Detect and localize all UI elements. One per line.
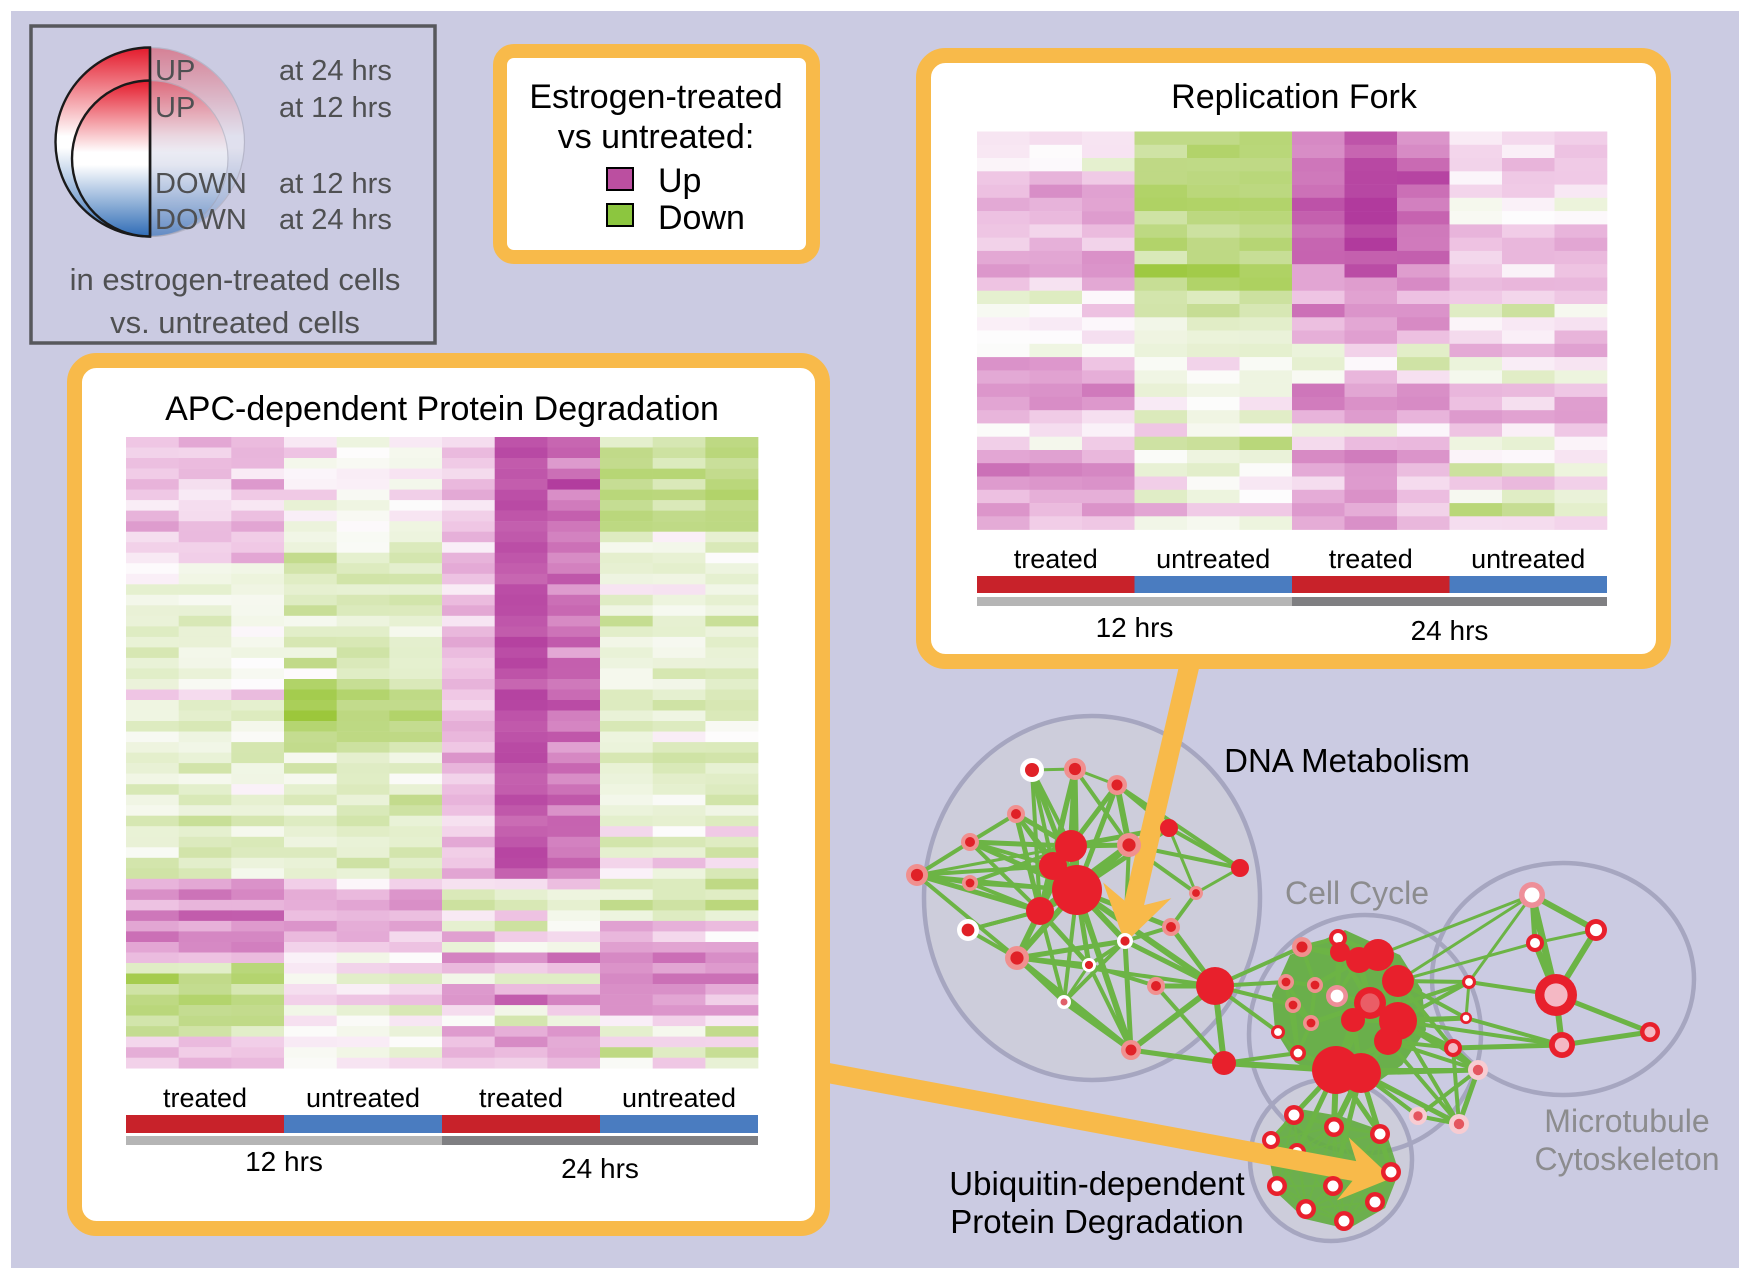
- svg-text:APC-dependent Protein Degradat: APC-dependent Protein Degradation: [165, 390, 719, 428]
- svg-text:untreated: untreated: [306, 1083, 420, 1113]
- svg-text:treated: treated: [163, 1083, 247, 1113]
- svg-text:UP: UP: [155, 92, 195, 124]
- svg-text:at 12 hrs: at 12 hrs: [279, 168, 392, 200]
- svg-text:untreated: untreated: [1156, 544, 1270, 574]
- svg-text:Protein Degradation: Protein Degradation: [950, 1203, 1244, 1240]
- svg-text:Estrogen-treated: Estrogen-treated: [529, 78, 782, 116]
- svg-text:vs untreated:: vs untreated:: [558, 118, 755, 156]
- svg-text:treated: treated: [1014, 544, 1098, 574]
- svg-text:at 12 hrs: at 12 hrs: [279, 92, 392, 124]
- svg-text:Replication Fork: Replication Fork: [1171, 78, 1418, 116]
- svg-text:untreated: untreated: [622, 1083, 736, 1113]
- svg-text:Microtubule: Microtubule: [1544, 1103, 1709, 1139]
- svg-text:treated: treated: [1329, 544, 1413, 574]
- svg-text:Cell Cycle: Cell Cycle: [1285, 875, 1429, 911]
- svg-text:untreated: untreated: [1471, 544, 1585, 574]
- svg-text:vs. untreated cells: vs. untreated cells: [110, 305, 360, 340]
- svg-text:DNA Metabolism: DNA Metabolism: [1224, 742, 1470, 779]
- svg-text:at 24 hrs: at 24 hrs: [279, 204, 392, 236]
- svg-text:Down: Down: [658, 199, 745, 237]
- svg-text:Cytoskeleton: Cytoskeleton: [1535, 1141, 1720, 1177]
- svg-text:24 hrs: 24 hrs: [561, 1153, 639, 1184]
- svg-text:12 hrs: 12 hrs: [1096, 612, 1174, 643]
- svg-text:in estrogen-treated cells: in estrogen-treated cells: [70, 262, 401, 297]
- svg-text:12 hrs: 12 hrs: [245, 1146, 323, 1177]
- svg-text:at 24 hrs: at 24 hrs: [279, 55, 392, 87]
- svg-text:24 hrs: 24 hrs: [1411, 615, 1489, 646]
- svg-text:UP: UP: [155, 55, 195, 87]
- svg-text:Ubiquitin-dependent: Ubiquitin-dependent: [949, 1165, 1244, 1202]
- svg-text:DOWN: DOWN: [155, 204, 247, 236]
- svg-text:Up: Up: [658, 162, 701, 200]
- svg-text:treated: treated: [479, 1083, 563, 1113]
- svg-text:DOWN: DOWN: [155, 168, 247, 200]
